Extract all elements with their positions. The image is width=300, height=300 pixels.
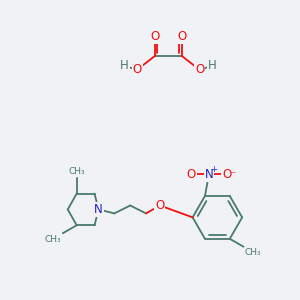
Text: O: O: [187, 168, 196, 181]
Text: CH₃: CH₃: [244, 248, 261, 257]
Text: CH₃: CH₃: [44, 235, 61, 244]
Text: O: O: [133, 63, 142, 76]
Text: H: H: [120, 59, 129, 72]
Text: O: O: [177, 30, 186, 43]
Text: +: +: [211, 165, 217, 174]
Text: O: O: [222, 168, 231, 181]
Text: CH₃: CH₃: [68, 167, 85, 176]
Text: H: H: [208, 59, 217, 72]
Text: O: O: [195, 63, 204, 76]
Text: N: N: [205, 168, 213, 181]
Text: O: O: [150, 30, 160, 43]
Text: O: O: [155, 199, 164, 212]
Text: N: N: [94, 203, 103, 216]
Text: ⁻: ⁻: [230, 170, 235, 180]
